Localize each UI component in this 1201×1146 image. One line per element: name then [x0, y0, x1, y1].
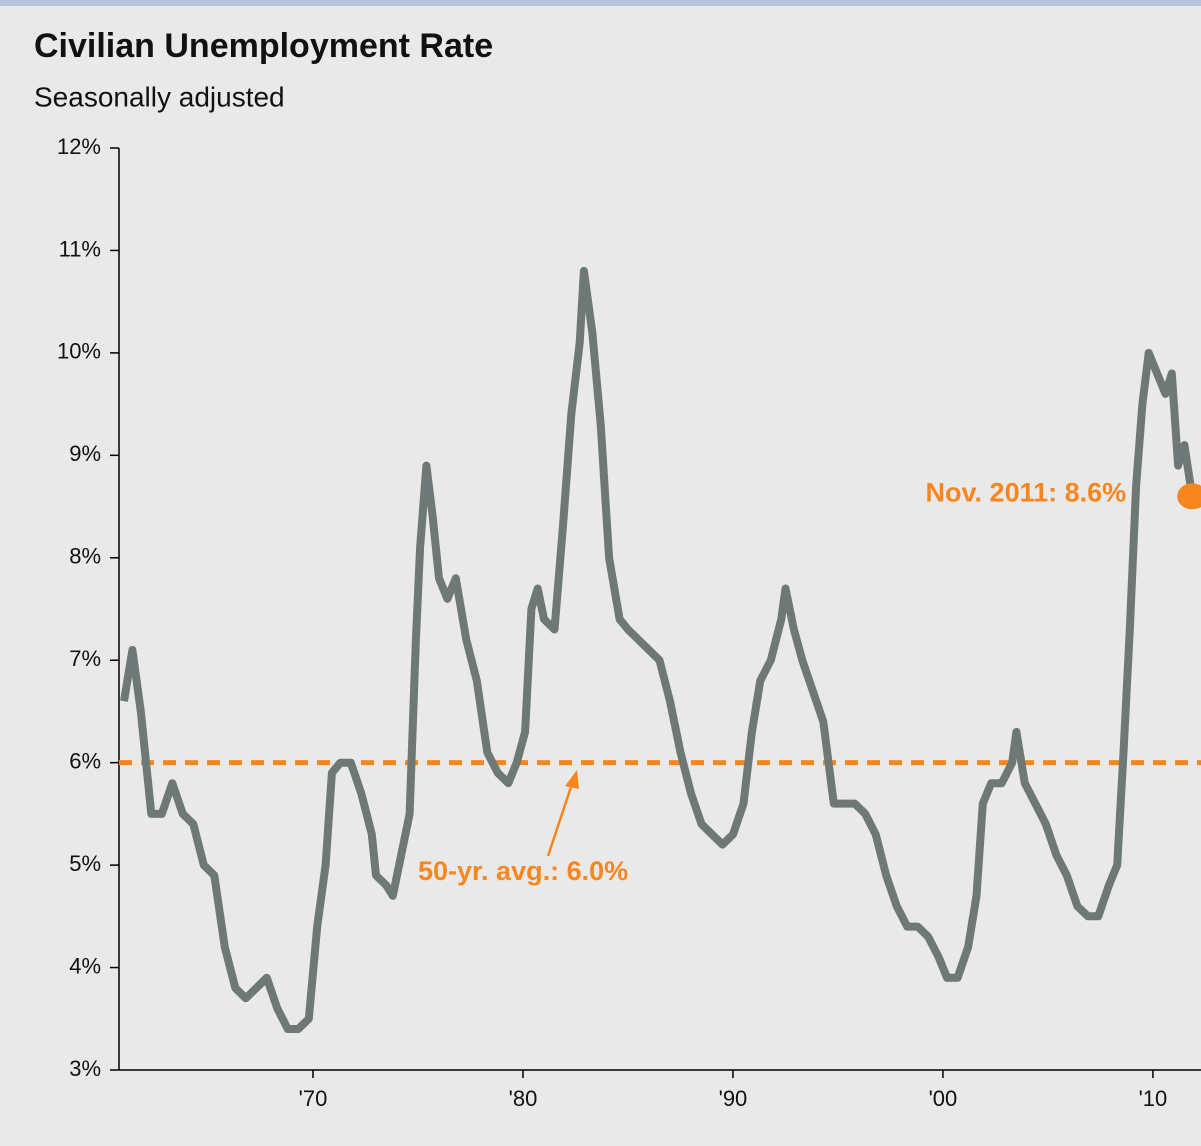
- x-tick-label: '10: [1139, 1086, 1168, 1111]
- y-tick-label: 4%: [69, 953, 101, 978]
- x-tick-label: '00: [929, 1086, 958, 1111]
- y-tick-label: 3%: [69, 1056, 101, 1081]
- highlight-label: Nov. 2011: 8.6%: [926, 477, 1127, 507]
- average-label: 50-yr. avg.: 6.0%: [418, 856, 628, 886]
- x-tick-label: '80: [509, 1086, 538, 1111]
- y-tick-label: 8%: [69, 544, 101, 569]
- series-line: [120, 266, 1197, 1033]
- average-arrowhead: [565, 770, 579, 789]
- y-tick-label: 5%: [69, 851, 101, 876]
- y-tick-label: 6%: [69, 748, 101, 773]
- top-border: [0, 0, 1201, 6]
- chart-subtitle: Seasonally adjusted: [34, 81, 285, 112]
- average-arrow: [546, 783, 574, 857]
- y-tick-label: 9%: [69, 441, 101, 466]
- x-tick-label: '70: [299, 1086, 328, 1111]
- chart-title: Civilian Unemployment Rate: [34, 27, 493, 65]
- y-tick-label: 12%: [57, 134, 101, 159]
- highlight-point: [1177, 483, 1201, 510]
- y-tick-label: 10%: [57, 339, 101, 364]
- y-tick-label: 7%: [69, 646, 101, 671]
- y-tick-label: 11%: [59, 236, 101, 261]
- x-tick-label: '90: [719, 1086, 748, 1111]
